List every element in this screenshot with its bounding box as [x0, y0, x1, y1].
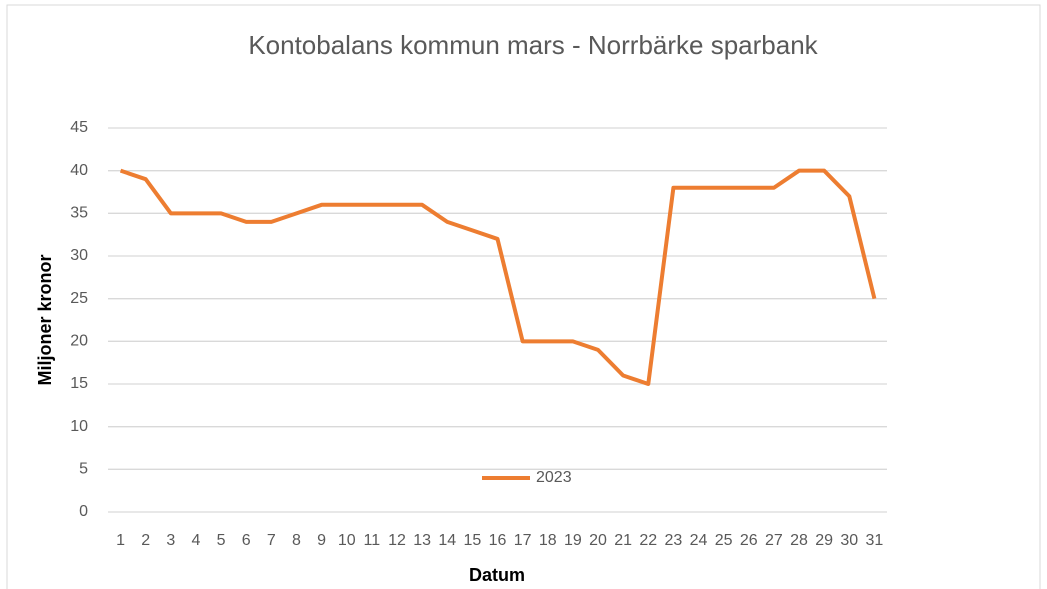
x-tick-label: 17	[514, 532, 532, 549]
x-tick-label: 23	[665, 532, 683, 549]
y-tick-label: 0	[79, 503, 88, 520]
x-tick-label: 30	[840, 532, 858, 549]
y-tick-label: 25	[70, 290, 88, 307]
y-tick-label: 40	[70, 162, 88, 179]
y-tick-label: 45	[70, 119, 88, 136]
x-tick-label: 2	[141, 532, 150, 549]
x-tick-label: 31	[866, 532, 884, 549]
x-tick-label: 7	[267, 532, 276, 549]
legend-label: 2023	[536, 469, 572, 486]
x-tick-label: 3	[166, 532, 175, 549]
y-axis-label: Miljoner kronor	[35, 254, 55, 385]
x-tick-label: 25	[715, 532, 733, 549]
x-tick-label: 27	[765, 532, 783, 549]
y-tick-label: 20	[70, 333, 88, 350]
y-tick-label: 30	[70, 247, 88, 264]
x-tick-label: 13	[413, 532, 431, 549]
x-tick-label: 8	[292, 532, 301, 549]
x-tick-label: 1	[116, 532, 125, 549]
chart-title: Kontobalans kommun mars - Norrbärke spar…	[248, 30, 818, 60]
x-tick-label: 9	[317, 532, 326, 549]
x-tick-label: 12	[388, 532, 406, 549]
chart-border	[6, 4, 1041, 589]
x-axis-label: Datum	[469, 565, 525, 585]
y-tick-label: 5	[79, 461, 88, 478]
x-tick-label: 29	[815, 532, 833, 549]
x-tick-label: 21	[614, 532, 632, 549]
x-tick-label: 20	[589, 532, 607, 549]
y-tick-label: 10	[70, 418, 88, 435]
x-tick-label: 4	[191, 532, 200, 549]
x-tick-label: 5	[217, 532, 226, 549]
y-tick-label: 15	[70, 375, 88, 392]
x-tick-label: 19	[564, 532, 582, 549]
x-tick-label: 28	[790, 532, 808, 549]
x-tick-label: 16	[489, 532, 507, 549]
x-tick-label: 11	[364, 532, 381, 549]
x-tick-label: 6	[242, 532, 251, 549]
x-tick-label: 14	[438, 532, 456, 549]
x-tick-label: 18	[539, 532, 557, 549]
y-tick-label: 35	[70, 205, 88, 222]
x-tick-label: 22	[639, 532, 657, 549]
x-tick-label: 24	[690, 532, 708, 549]
line-series	[119, 168, 877, 386]
x-tick-label: 15	[463, 532, 481, 549]
x-tick-label: 26	[740, 532, 758, 549]
x-tick-label: 10	[338, 532, 356, 549]
